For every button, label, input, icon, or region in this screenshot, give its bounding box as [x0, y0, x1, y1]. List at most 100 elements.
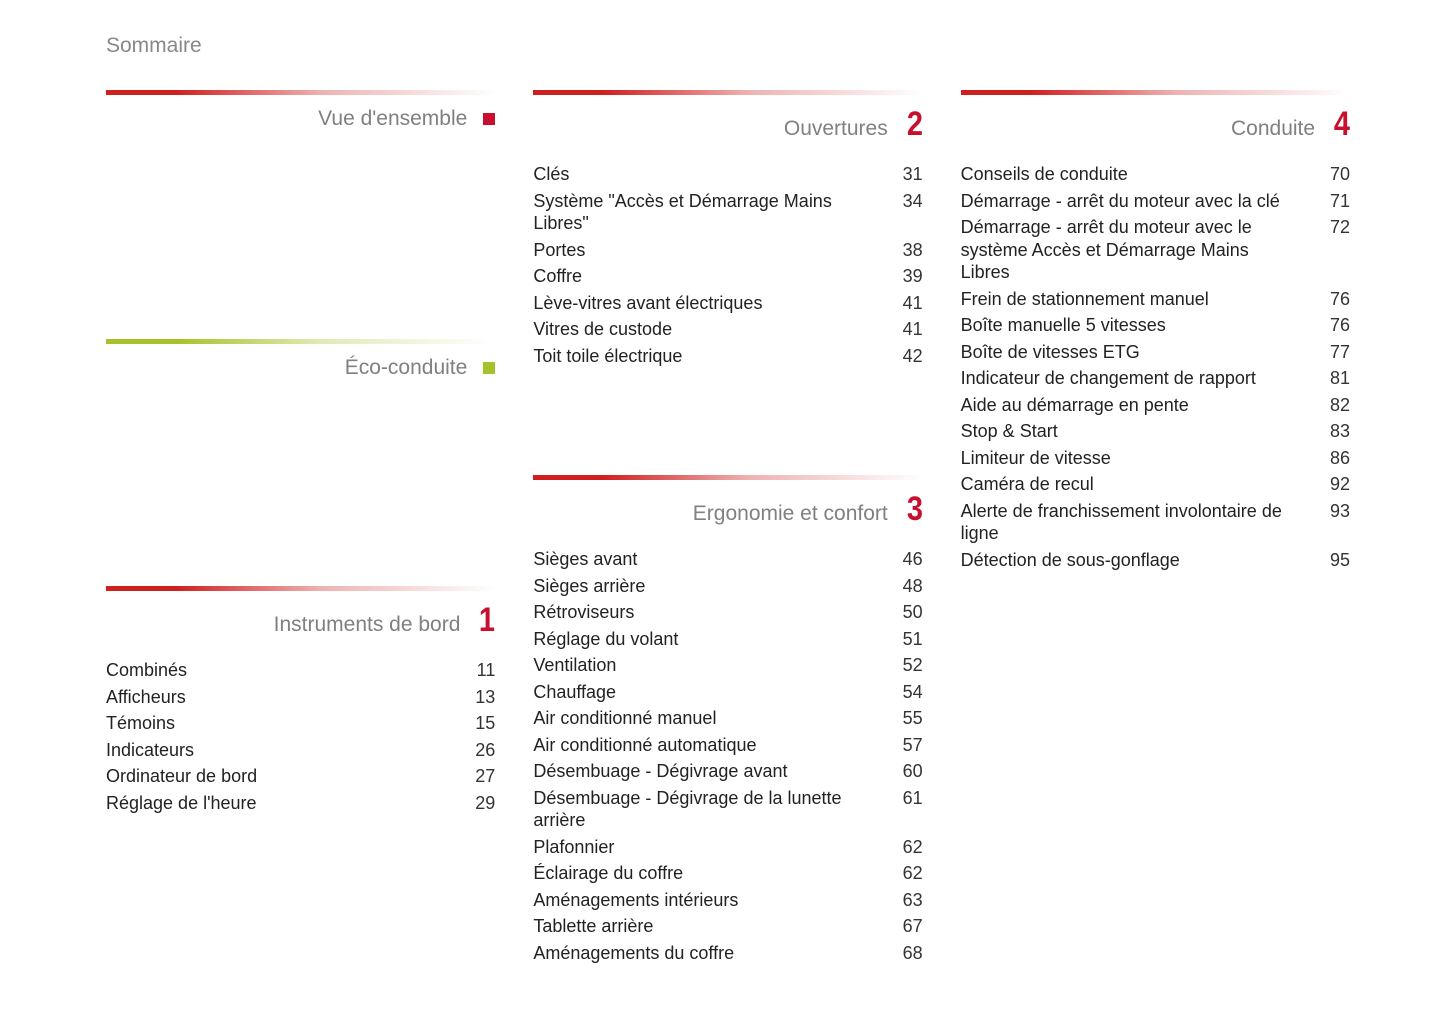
toc-entry[interactable]: Sièges arrière48 [533, 575, 922, 598]
toc-entry-page: 72 [1310, 216, 1350, 239]
toc-entry[interactable]: Caméra de recul92 [961, 473, 1350, 496]
toc-entry[interactable]: Indicateur de changement de rapport81 [961, 367, 1350, 390]
toc-entry-label: Indicateurs [106, 739, 455, 762]
toc-entry-page: 57 [883, 734, 923, 757]
toc-entry-page: 11 [455, 659, 495, 682]
toc-entry[interactable]: Éclairage du coffre62 [533, 862, 922, 885]
toc-entry[interactable]: Vitres de custode41 [533, 318, 922, 341]
toc-entry[interactable]: Ventilation52 [533, 654, 922, 677]
toc-entry-page: 48 [883, 575, 923, 598]
toc-entry-label: Tablette arrière [533, 915, 882, 938]
toc-entry[interactable]: Clés31 [533, 163, 922, 186]
toc-entry-page: 70 [1310, 163, 1350, 186]
toc-entry[interactable]: Désembuage - Dégivrage avant60 [533, 760, 922, 783]
toc-entry-label: Air conditionné automatique [533, 734, 882, 757]
toc-entry[interactable]: Lève-vitres avant électriques41 [533, 292, 922, 315]
toc-entry[interactable]: Réglage du volant51 [533, 628, 922, 651]
section-header-driving: Conduite 4 [961, 107, 1350, 141]
toc-entry-page: 68 [883, 942, 923, 965]
toc-entry-label: Ordinateur de bord [106, 765, 455, 788]
toc-entry[interactable]: Frein de stationnement manuel76 [961, 288, 1350, 311]
toc-entry-page: 62 [883, 836, 923, 859]
section-header-instruments: Instruments de bord 1 [106, 603, 495, 637]
section-instruments: Instruments de bord 1 Combinés11 Afficheu… [106, 586, 495, 814]
toc-entry-label: Clés [533, 163, 882, 186]
toc-entry[interactable]: Combinés11 [106, 659, 495, 682]
section-title-ergonomics: Ergonomie et confort [693, 502, 888, 526]
toc-entry-label: Détection de sous-gonflage [961, 549, 1310, 572]
toc-entry-page: 81 [1310, 367, 1350, 390]
toc-entry-label: Stop & Start [961, 420, 1310, 443]
toc-entry-page: 50 [883, 601, 923, 624]
toc-entry[interactable]: Portes38 [533, 239, 922, 262]
toc-entry[interactable]: Réglage de l'heure29 [106, 792, 495, 815]
toc-entry-label: Boîte de vitesses ETG [961, 341, 1310, 364]
toc-entry-page: 55 [883, 707, 923, 730]
toc-entry[interactable]: Alerte de franchissement involontaire de… [961, 500, 1350, 545]
toc-entry[interactable]: Témoins15 [106, 712, 495, 735]
toc-entry[interactable]: Chauffage54 [533, 681, 922, 704]
section-number-openings: 2 [907, 107, 923, 141]
toc-entry[interactable]: Toit toile électrique42 [533, 345, 922, 368]
toc-entry-page: 41 [883, 292, 923, 315]
toc-entry[interactable]: Stop & Start83 [961, 420, 1350, 443]
toc-entry-label: Ventilation [533, 654, 882, 677]
toc-entry[interactable]: Ordinateur de bord27 [106, 765, 495, 788]
toc-entry-label: Désembuage - Dégivrage de la lunette arr… [533, 787, 882, 832]
toc-entry-label: Caméra de recul [961, 473, 1310, 496]
section-title-driving: Conduite [1231, 117, 1315, 141]
entries-instruments: Combinés11 Afficheurs13 Témoins15 Indicateu… [106, 659, 495, 814]
toc-entry[interactable]: Rétroviseurs50 [533, 601, 922, 624]
content-columns: Vue d'ensemble Éco-conduite Instruments … [0, 90, 1445, 1022]
toc-entry[interactable]: Désembuage - Dégivrage de la lunette arr… [533, 787, 922, 832]
toc-entry[interactable]: Conseils de conduite70 [961, 163, 1350, 186]
section-header-openings: Ouvertures 2 [533, 107, 922, 141]
toc-entry[interactable]: Aménagements du coffre68 [533, 942, 922, 965]
toc-entry-label: Conseils de conduite [961, 163, 1310, 186]
toc-entry[interactable]: Démarrage - arrêt du moteur avec le syst… [961, 216, 1350, 284]
toc-entry[interactable]: Boîte de vitesses ETG77 [961, 341, 1350, 364]
toc-entry-label: Portes [533, 239, 882, 262]
section-driving: Conduite 4 Conseils de conduite70Démarra… [961, 90, 1350, 571]
toc-entry[interactable]: Plafonnier62 [533, 836, 922, 859]
toc-entry[interactable]: Aide au démarrage en pente82 [961, 394, 1350, 417]
toc-entry-page: 67 [883, 915, 923, 938]
toc-entry-label: Combinés [106, 659, 455, 682]
toc-entry-page: 76 [1310, 314, 1350, 337]
toc-entry[interactable]: Coffre39 [533, 265, 922, 288]
section-title-overview: Vue d'ensemble [318, 107, 467, 131]
section-badge-eco [483, 362, 495, 374]
toc-entry[interactable]: Afficheurs13 [106, 686, 495, 709]
toc-entry-label: Aménagements du coffre [533, 942, 882, 965]
toc-entry[interactable]: Air conditionné manuel55 [533, 707, 922, 730]
toc-entry[interactable]: Sièges avant46 [533, 548, 922, 571]
section-ergonomics: Ergonomie et confort 3 Sièges avant46Siè… [533, 475, 922, 964]
toc-entry[interactable]: Indicateurs26 [106, 739, 495, 762]
toc-entry[interactable]: Système "Accès et Démarrage Mains Libres… [533, 190, 922, 235]
toc-entry-label: Alerte de franchissement involontaire de… [961, 500, 1310, 545]
toc-entry-page: 52 [883, 654, 923, 677]
toc-entry-label: Démarrage - arrêt du moteur avec le syst… [961, 216, 1310, 284]
toc-entry[interactable]: Tablette arrière67 [533, 915, 922, 938]
column-3: Conduite 4 Conseils de conduite70Démarra… [961, 90, 1350, 1022]
toc-entry-label: Témoins [106, 712, 455, 735]
toc-entry-page: 42 [883, 345, 923, 368]
toc-entry-page: 29 [455, 792, 495, 815]
toc-entry-page: 82 [1310, 394, 1350, 417]
toc-entry-page: 83 [1310, 420, 1350, 443]
toc-entry[interactable]: Démarrage - arrêt du moteur avec la clé7… [961, 190, 1350, 213]
toc-entry-label: Démarrage - arrêt du moteur avec la clé [961, 190, 1310, 213]
toc-entry-label: Sièges arrière [533, 575, 882, 598]
toc-entry[interactable]: Boîte manuelle 5 vitesses76 [961, 314, 1350, 337]
toc-entry-label: Réglage du volant [533, 628, 882, 651]
toc-entry[interactable]: Détection de sous-gonflage95 [961, 549, 1350, 572]
toc-entry[interactable]: Aménagements intérieurs63 [533, 889, 922, 912]
toc-entry[interactable]: Limiteur de vitesse86 [961, 447, 1350, 470]
section-title-instruments: Instruments de bord [274, 613, 461, 637]
toc-entry-label: Éclairage du coffre [533, 862, 882, 885]
toc-entry-label: Air conditionné manuel [533, 707, 882, 730]
toc-entry-label: Limiteur de vitesse [961, 447, 1310, 470]
toc-entry-label: Système "Accès et Démarrage Mains Libres… [533, 190, 882, 235]
toc-entry[interactable]: Air conditionné automatique57 [533, 734, 922, 757]
toc-entry-page: 63 [883, 889, 923, 912]
